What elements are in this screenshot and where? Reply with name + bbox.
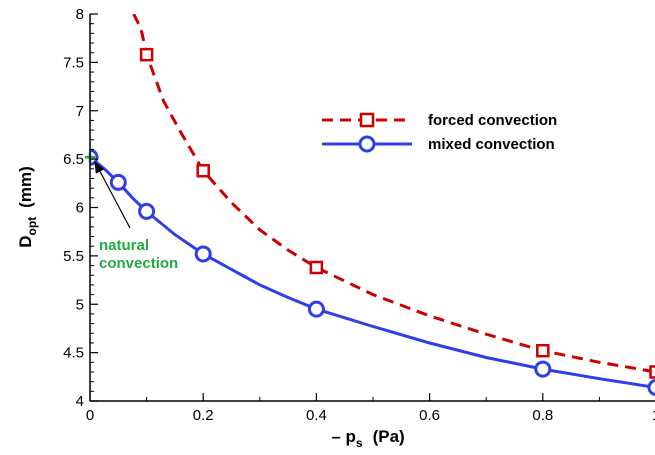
legend-mixed-marker xyxy=(358,135,376,153)
forced-marker-4 xyxy=(649,365,655,379)
y-tick-label-6: 7 xyxy=(76,103,84,120)
x-axis-title: – ps (Pa) xyxy=(331,427,404,450)
y-tick-label-1: 4.5 xyxy=(63,345,84,362)
mixed-marker-6 xyxy=(647,379,655,396)
y-tick-label-8: 8 xyxy=(76,6,84,23)
x-tick-label-3: 0.6 xyxy=(419,407,440,424)
y-tick-label-4: 6 xyxy=(76,200,84,217)
y-tick-label-7: 7.5 xyxy=(63,54,84,71)
mixed-marker-3 xyxy=(194,245,212,263)
series-group xyxy=(90,14,655,396)
legend: forced convection mixed convection xyxy=(322,112,557,153)
mixed-marker-1 xyxy=(109,173,127,191)
y-axis-ticks: 4 4.5 5 5.5 6 6.5 7 7.5 8 xyxy=(63,6,98,410)
legend-forced-marker xyxy=(359,112,375,128)
mixed-marker-4 xyxy=(307,300,325,318)
legend-forced-label: forced convection xyxy=(428,112,557,129)
annotation-line-2: convection xyxy=(99,255,178,272)
x-tick-label-2: 0.4 xyxy=(306,407,327,424)
forced-marker-2 xyxy=(309,260,324,275)
y-axis-title: Dopt(mm) xyxy=(16,166,39,248)
forced-marker-1 xyxy=(196,163,210,178)
forced-marker-0 xyxy=(139,47,154,62)
x-tick-label-1: 0.2 xyxy=(193,407,214,424)
x-tick-label-0: 0 xyxy=(86,407,94,424)
x-tick-label-5: 1 xyxy=(652,407,655,424)
annotation-arrow xyxy=(94,160,131,229)
plot-area xyxy=(85,14,655,396)
mixed-series-line xyxy=(90,156,655,389)
forced-marker-3 xyxy=(536,343,550,358)
annotation-line-1: natural xyxy=(99,237,149,254)
natural-convection-annotation: natural convection xyxy=(94,160,178,272)
y-tick-label-2: 5 xyxy=(76,296,84,313)
forced-series-line xyxy=(132,14,655,374)
x-axis-ticks: 0 0.2 0.4 0.6 0.8 1 xyxy=(86,393,655,424)
legend-mixed-label: mixed convection xyxy=(428,136,555,153)
x-tick-label-4: 0.8 xyxy=(532,407,553,424)
y-tick-label-0: 4 xyxy=(76,393,84,410)
mixed-marker-5 xyxy=(534,360,552,378)
y-tick-label-5: 6.5 xyxy=(63,151,84,168)
annotation-label: natural convection xyxy=(99,237,178,272)
mixed-marker-2 xyxy=(138,202,156,220)
y-tick-label-3: 5.5 xyxy=(63,248,84,265)
